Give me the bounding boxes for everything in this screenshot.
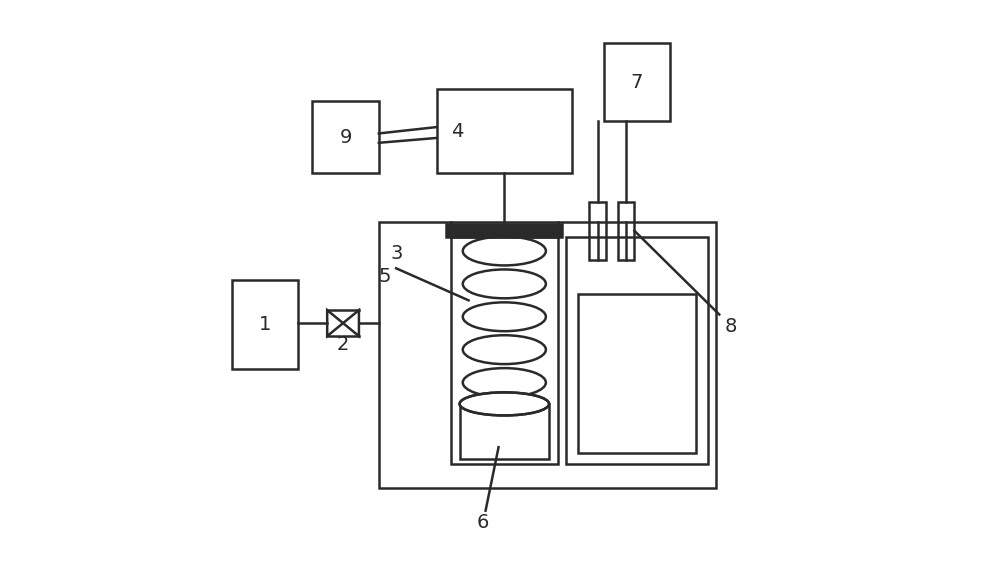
FancyBboxPatch shape: [446, 224, 562, 237]
Text: 1: 1: [259, 315, 271, 334]
Text: 3: 3: [390, 245, 403, 263]
Text: 9: 9: [339, 128, 352, 147]
Text: 4: 4: [451, 122, 463, 141]
Text: 6: 6: [477, 513, 489, 531]
Text: 5: 5: [378, 268, 391, 286]
Ellipse shape: [460, 392, 549, 415]
Text: 7: 7: [631, 73, 643, 92]
Text: 8: 8: [725, 317, 737, 335]
Text: 2: 2: [337, 335, 349, 354]
